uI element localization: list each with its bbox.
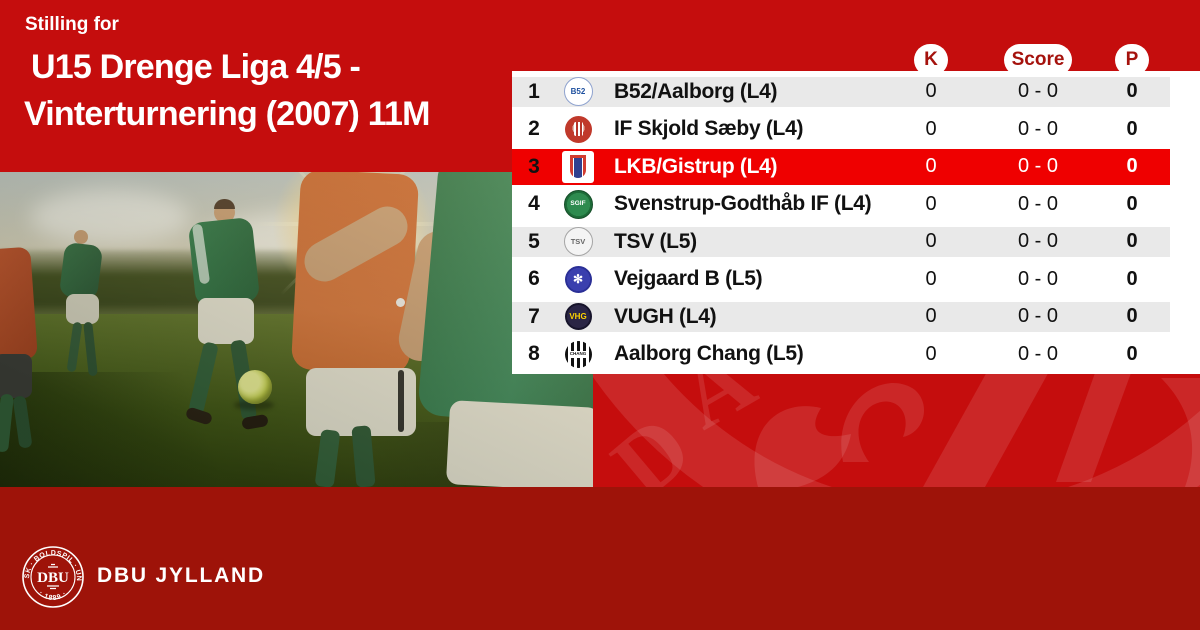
column-badge-score: Score [1004,44,1072,76]
table-row: 4 SGIF Svenstrup-Godthåb IF (L4) 0 0 - 0… [512,186,1200,224]
position: 4 [528,192,540,216]
table-row: 6 ✻ Vejgaard B (L5) 0 0 - 0 0 [512,261,1200,299]
dbu-logo-icon: DANSK · BOLDSPIL · UNION · 1889 · DBU [21,545,84,608]
title-line-1: U15 Drenge Liga 4/5 - [31,48,361,86]
vejgaard-b-crest-icon: ✻ [556,265,600,293]
position: 8 [528,342,540,366]
points-value: 0 [1126,342,1138,365]
hero-photo [0,172,593,487]
table-row-highlighted: 3 LKB/Gistrup (L4) 0 0 - 0 0 [512,148,1200,186]
points-value: 0 [1126,267,1138,290]
table-row: 8 CHANG Aalborg Chang (L5) 0 0 - 0 0 [512,336,1200,374]
title-line-2: Vinterturnering (2007) 11M [24,95,430,133]
table-row: 1 B52 B52/Aalborg (L4) 0 0 - 0 0 [512,73,1200,111]
matches-value: 0 [925,342,937,365]
matches-value: 0 [925,305,937,328]
standings-table: 1 B52 B52/Aalborg (L4) 0 0 - 0 0 2 IF Sk… [512,71,1200,374]
score-value: 0 - 0 [1017,155,1059,178]
column-badge-points: P [1115,44,1149,76]
points-value: 0 [1126,230,1138,253]
svenstrup-godthaab-crest-icon: SGIF [556,189,600,219]
score-value: 0 - 0 [1017,192,1059,215]
club-name: Aalborg Chang (L5) [614,342,804,366]
matches-value: 0 [925,267,937,290]
score-value: 0 - 0 [1017,342,1059,365]
cloud [30,190,190,245]
footer-strip [0,487,1200,630]
if-skjold-saeby-crest-icon [556,115,600,143]
position: 2 [528,117,540,141]
ball-shadow [234,400,274,410]
position: 6 [528,267,540,291]
b52-aalborg-crest-icon: B52 [556,77,600,107]
kicker-text: Stilling for [25,14,119,35]
page-title: U15 Drenge Liga 4/5 - Vinterturnering (2… [24,44,430,138]
score-value: 0 - 0 [1017,117,1059,140]
club-name: B52/Aalborg (L4) [614,79,778,103]
points-value: 0 [1126,155,1138,178]
soccer-ball [238,370,272,404]
matches-value: 0 [925,155,937,178]
lkb-gistrup-crest-icon [556,150,600,183]
club-name: TSV (L5) [614,229,697,253]
position: 5 [528,229,540,253]
dbu-logo-year-text: · 1889 · [37,590,67,602]
svg-text:· 1889 ·: · 1889 · [37,590,68,602]
score-value: 0 - 0 [1017,305,1059,328]
header: Stilling for U15 Drenge Liga 4/5 - Vinte… [24,14,430,138]
matches-value: 0 [925,230,937,253]
column-badge-matches: K [914,44,948,76]
position: 3 [528,154,540,178]
position: 1 [528,79,540,103]
club-name: VUGH (L4) [614,304,717,328]
club-name: LKB/Gistrup (L4) [614,154,778,178]
points-value: 0 [1126,305,1138,328]
club-name: IF Skjold Sæby (L4) [614,117,804,141]
club-name: Vejgaard B (L5) [614,267,763,291]
club-name: Svenstrup-Godthåb IF (L4) [614,192,872,216]
points-value: 0 [1126,80,1138,103]
distant-ball [396,298,405,307]
table-row: 5 TSV TSV (L5) 0 0 - 0 0 [512,223,1200,261]
svg-text:D: D [593,396,709,487]
matches-value: 0 [925,80,937,103]
points-value: 0 [1126,117,1138,140]
aalborg-chang-crest-icon: CHANG [556,340,600,368]
vugh-crest-icon: VHG [556,303,600,331]
position: 7 [528,304,540,328]
score-value: 0 - 0 [1017,230,1059,253]
photo-tone-overlay [0,172,593,487]
brand-name: DBU JYLLAND [97,564,265,587]
points-value: 0 [1126,192,1138,215]
tsv-crest-icon: TSV [556,227,600,257]
table-row: 7 VHG VUGH (L4) 0 0 - 0 0 [512,298,1200,336]
score-value: 0 - 0 [1017,80,1059,103]
table-row: 2 IF Skjold Sæby (L4) 0 0 - 0 0 [512,111,1200,149]
dbu-logo-monogram: DBU [37,570,69,586]
matches-value: 0 [925,117,937,140]
matches-value: 0 [925,192,937,215]
score-value: 0 - 0 [1017,267,1059,290]
grass-shadow [0,372,260,487]
